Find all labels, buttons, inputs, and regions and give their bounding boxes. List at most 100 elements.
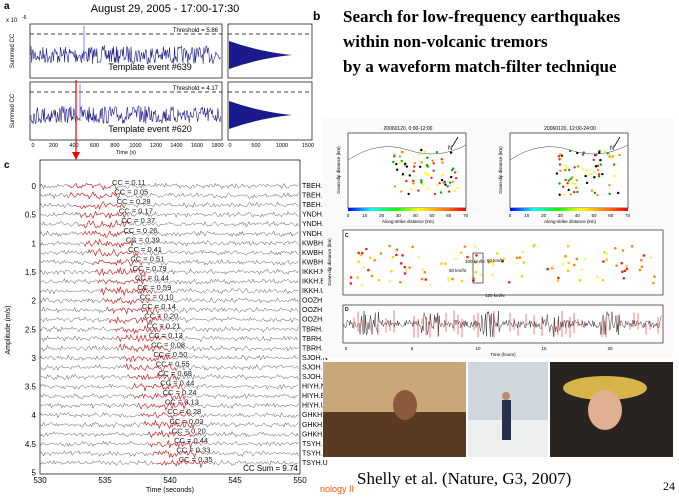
event (615, 264, 618, 267)
event (395, 162, 398, 166)
text: 600 (90, 143, 99, 149)
event (430, 176, 433, 180)
event (594, 153, 598, 156)
text: 1 (32, 239, 37, 248)
text: 10 (362, 213, 368, 218)
event (521, 250, 525, 254)
waveform (40, 286, 299, 297)
template-waveform (109, 314, 161, 325)
event (426, 165, 429, 168)
event (407, 192, 410, 196)
text: C (345, 233, 349, 239)
event (625, 264, 628, 268)
event (564, 167, 568, 170)
text: 545 (228, 476, 242, 485)
waveform (40, 267, 299, 277)
text: OOZH.E (302, 307, 329, 314)
event (408, 266, 411, 269)
histogram (229, 41, 292, 69)
text: CC = 0.44 (174, 436, 208, 445)
event (561, 185, 565, 189)
text: 2.5 (25, 325, 37, 334)
event (451, 180, 454, 184)
text: SJOH.E (302, 364, 328, 371)
text: CC = 0.20 (144, 312, 178, 321)
text: 4 (32, 411, 37, 420)
event (561, 262, 565, 266)
template-waveform (78, 219, 130, 229)
event (474, 270, 477, 274)
text: Amplitude (m/s) (5, 305, 12, 354)
text: Down-dip distance (km) (327, 238, 332, 286)
event (388, 280, 392, 283)
text: CC = 0.33 (176, 445, 210, 454)
event (429, 283, 432, 287)
event (638, 268, 642, 272)
event (413, 165, 416, 168)
event (581, 167, 584, 171)
event (403, 265, 407, 269)
event (487, 260, 491, 264)
event (592, 171, 596, 174)
template-waveform (134, 392, 186, 401)
event (559, 153, 562, 156)
event (432, 162, 435, 165)
event (405, 179, 408, 183)
text: CC = 0.28 (167, 407, 201, 416)
event (425, 174, 429, 177)
event (441, 161, 444, 164)
template-waveform (82, 230, 134, 239)
text: Down-dip distance (km) (498, 146, 503, 194)
event (596, 193, 599, 197)
event (413, 161, 417, 165)
text: GHKH.E (302, 422, 329, 429)
slide-title: Search for low-frequency earthquakes with… (343, 7, 621, 76)
text: Time (s) (116, 150, 136, 156)
text: CC = 0.44 (160, 379, 194, 388)
text: N (610, 146, 614, 152)
text: CC = 0.39 (126, 235, 160, 244)
event (401, 172, 405, 176)
text: OOZH.N (302, 298, 329, 305)
template-waveform (140, 410, 193, 420)
event (396, 168, 399, 171)
waveform (30, 105, 221, 125)
event (349, 282, 353, 285)
template-waveform (149, 439, 202, 449)
text: 1800 (211, 143, 223, 149)
text: HIYH.E (302, 393, 326, 400)
event (640, 258, 643, 262)
event (621, 249, 625, 252)
event (630, 245, 634, 248)
event (622, 276, 626, 280)
text: 60 (446, 213, 452, 218)
text: GHKH.N (302, 412, 329, 419)
event (613, 174, 616, 178)
text: c (4, 160, 10, 171)
text: b (313, 9, 320, 23)
event (567, 261, 571, 265)
event (420, 181, 423, 184)
text: CC = 0.28 (117, 197, 151, 206)
text: 60 km/hr (449, 268, 467, 273)
event (617, 191, 620, 195)
text: 70 (463, 213, 469, 218)
text: 1200 (150, 143, 162, 149)
event (603, 251, 606, 254)
event (453, 189, 456, 193)
event (411, 245, 414, 249)
text: 30 (396, 213, 402, 218)
text: IKKH.U (302, 288, 325, 295)
event (596, 275, 599, 279)
event (597, 173, 601, 176)
text: 400 (69, 143, 78, 149)
seismogram (343, 310, 662, 337)
text: CC = 0.55 (156, 359, 190, 368)
event (573, 182, 577, 186)
event (578, 278, 582, 282)
template-waveform (73, 201, 125, 210)
event (620, 270, 624, 274)
text: CC = 0.44 (135, 274, 169, 283)
north-arrow (613, 136, 621, 148)
event (612, 163, 616, 166)
